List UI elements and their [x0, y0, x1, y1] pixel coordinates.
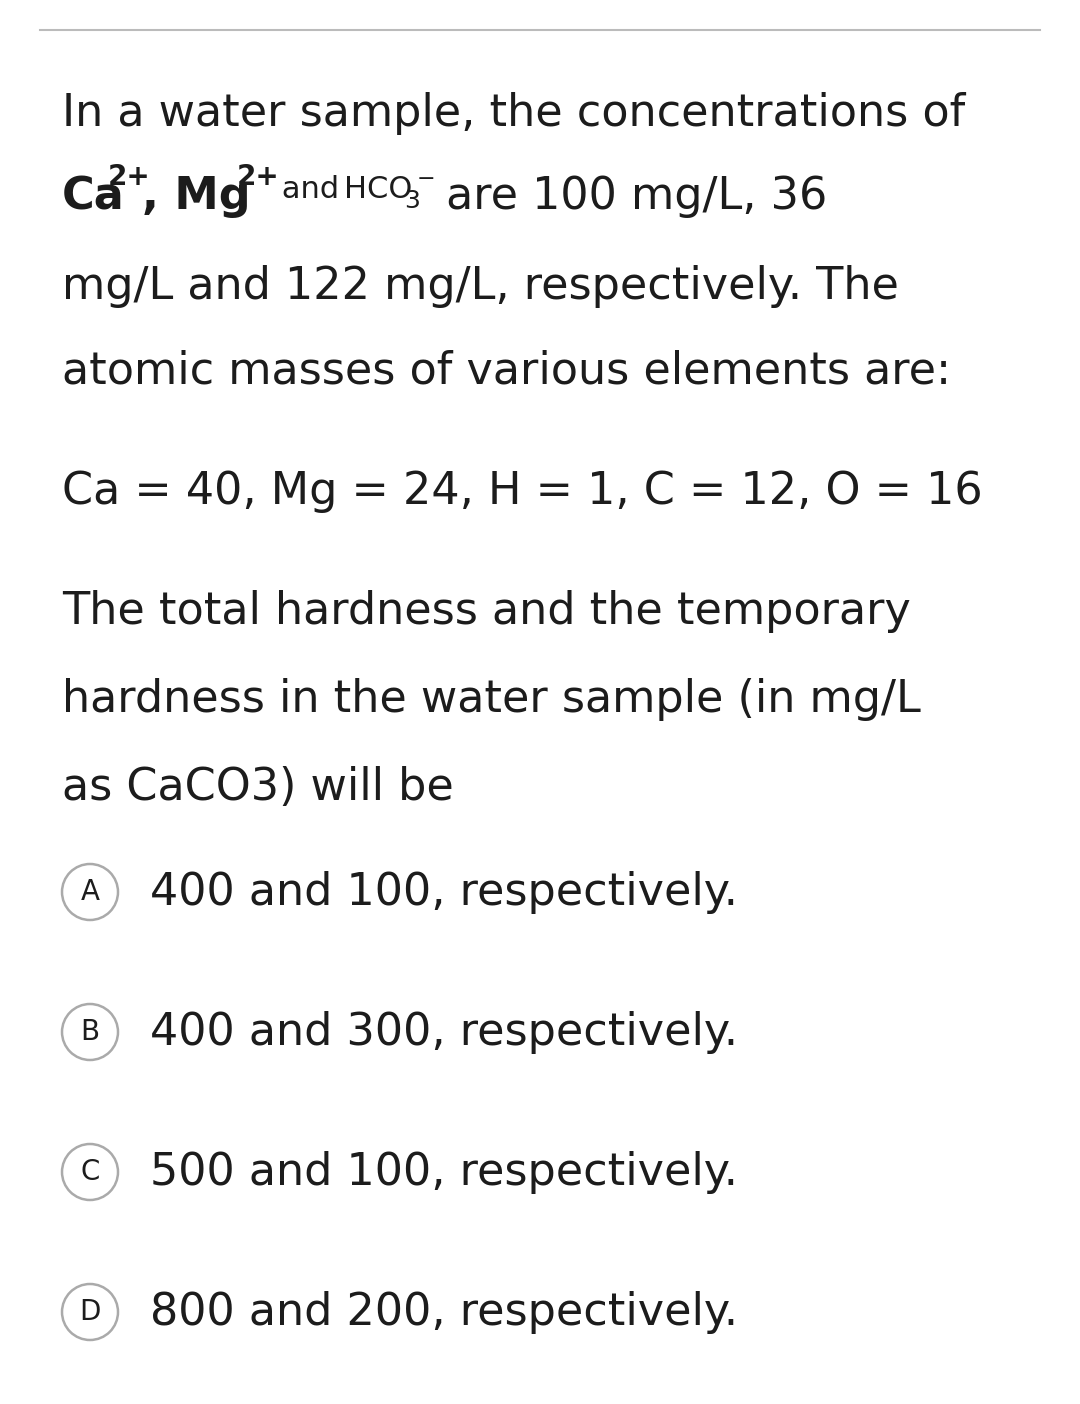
- Text: 800 and 200, respectively.: 800 and 200, respectively.: [150, 1290, 738, 1334]
- Text: Ca: Ca: [62, 176, 125, 218]
- Text: , Mg: , Mg: [141, 176, 251, 218]
- Text: 500 and 100, respectively.: 500 and 100, respectively.: [150, 1150, 738, 1193]
- Text: mg/L and 122 mg/L, respectively. The: mg/L and 122 mg/L, respectively. The: [62, 265, 899, 307]
- Text: −: −: [417, 168, 435, 190]
- Text: are 100 mg/L, 36: are 100 mg/L, 36: [432, 176, 827, 218]
- Text: D: D: [79, 1299, 100, 1325]
- Text: hardness in the water sample (in mg/L: hardness in the water sample (in mg/L: [62, 678, 921, 722]
- Text: as CaCO3) will be: as CaCO3) will be: [62, 767, 454, 809]
- Text: Ca = 40, Mg = 24, H = 1, C = 12, O = 16: Ca = 40, Mg = 24, H = 1, C = 12, O = 16: [62, 470, 983, 512]
- Text: C: C: [80, 1158, 99, 1186]
- Text: 400 and 100, respectively.: 400 and 100, respectively.: [150, 870, 738, 914]
- Text: and: and: [272, 176, 349, 204]
- Text: B: B: [80, 1018, 99, 1046]
- Text: The total hardness and the temporary: The total hardness and the temporary: [62, 590, 910, 633]
- Text: HCO: HCO: [345, 176, 413, 204]
- Text: atomic masses of various elements are:: atomic masses of various elements are:: [62, 350, 951, 393]
- Text: 2+: 2+: [237, 163, 280, 191]
- Text: 400 and 300, respectively.: 400 and 300, respectively.: [150, 1011, 738, 1053]
- Text: In a water sample, the concentrations of: In a water sample, the concentrations of: [62, 93, 966, 135]
- Text: A: A: [81, 878, 99, 906]
- Text: 2+: 2+: [108, 163, 151, 191]
- Text: 3: 3: [404, 190, 420, 213]
